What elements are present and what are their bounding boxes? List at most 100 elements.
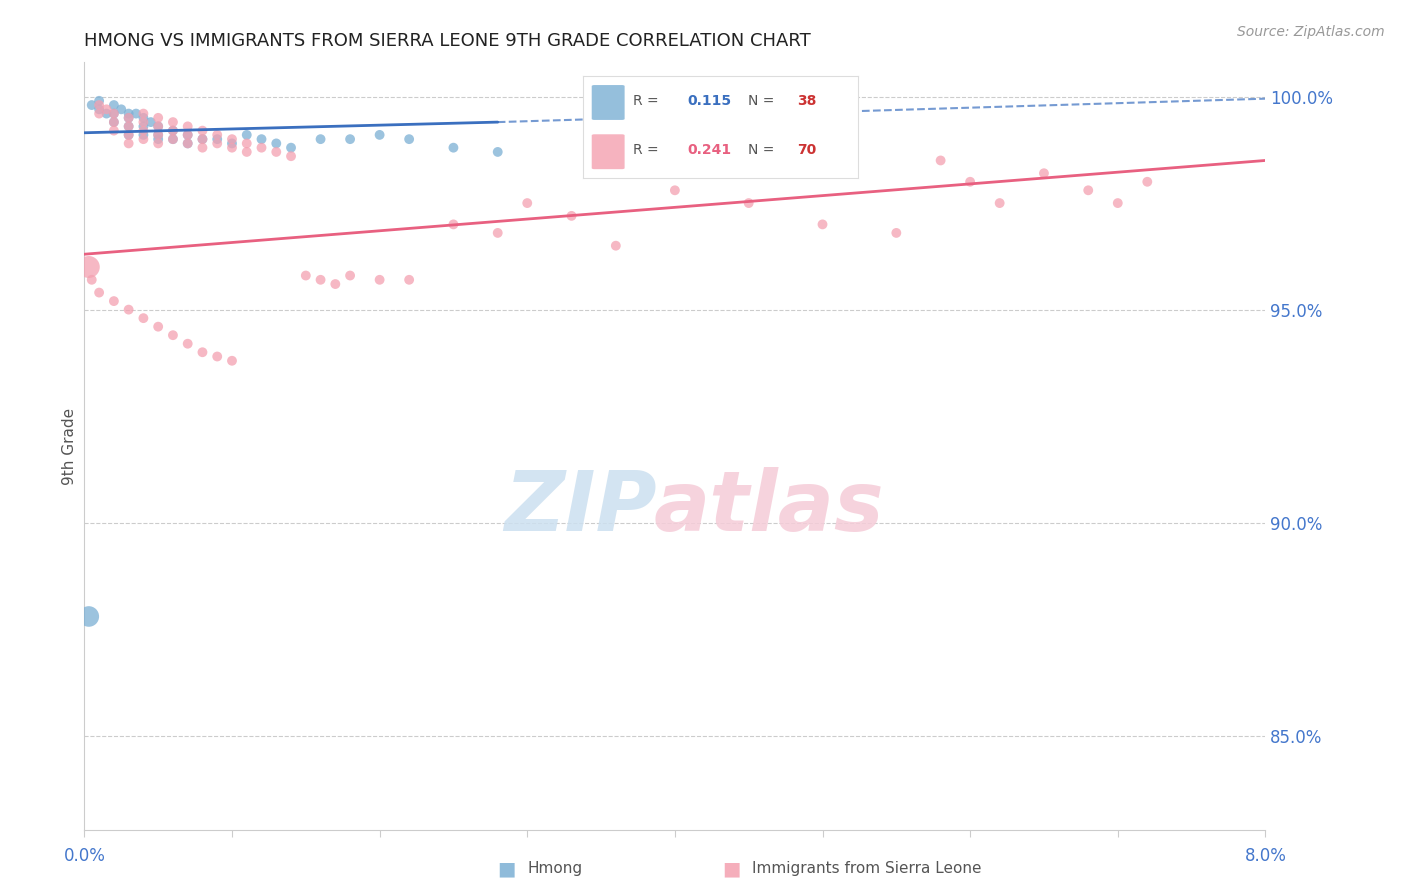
Point — [309, 132, 332, 146]
Point — [148, 128, 170, 142]
Point — [103, 106, 125, 120]
Point — [177, 128, 200, 142]
Point — [80, 98, 103, 112]
Point — [132, 106, 155, 120]
Point — [118, 302, 141, 317]
Point — [738, 196, 761, 211]
Text: 8.0%: 8.0% — [1244, 847, 1286, 864]
Point — [96, 103, 118, 117]
Point — [103, 106, 125, 120]
Point — [177, 120, 200, 134]
Text: ■: ■ — [721, 859, 741, 879]
Point — [339, 132, 361, 146]
Point — [162, 123, 184, 137]
Point — [148, 136, 170, 151]
Point — [207, 128, 229, 142]
Point — [80, 273, 103, 287]
Point — [516, 196, 538, 211]
Point — [96, 106, 118, 120]
Point — [87, 106, 111, 120]
Point — [103, 115, 125, 129]
Point — [118, 111, 141, 125]
Point — [125, 106, 148, 120]
Point — [103, 294, 125, 309]
Point — [162, 115, 184, 129]
Point — [988, 196, 1011, 211]
Text: 38: 38 — [797, 95, 817, 109]
Point — [139, 115, 162, 129]
Point — [235, 128, 259, 142]
Point — [221, 132, 243, 146]
Point — [605, 238, 627, 252]
Point — [959, 175, 981, 189]
Point — [87, 103, 111, 117]
Text: R =: R = — [633, 143, 662, 157]
Point — [1077, 183, 1099, 197]
Point — [221, 136, 243, 151]
Point — [295, 268, 318, 283]
Point — [325, 277, 347, 291]
Point — [132, 123, 155, 137]
Text: N =: N = — [748, 95, 779, 109]
Point — [77, 609, 100, 624]
Point — [118, 128, 141, 142]
Point — [162, 132, 184, 146]
Point — [929, 153, 952, 168]
Point — [191, 141, 214, 155]
Point — [664, 183, 686, 197]
Point — [148, 128, 170, 142]
Point — [368, 128, 391, 142]
Point — [177, 336, 200, 351]
Text: R =: R = — [633, 95, 662, 109]
Point — [103, 98, 125, 112]
Text: 0.241: 0.241 — [688, 143, 731, 157]
Point — [486, 226, 509, 240]
Point — [1107, 196, 1129, 211]
Point — [148, 120, 170, 134]
Text: Source: ZipAtlas.com: Source: ZipAtlas.com — [1237, 25, 1385, 39]
Point — [118, 120, 141, 134]
Point — [162, 123, 184, 137]
FancyBboxPatch shape — [592, 85, 624, 120]
Point — [1033, 166, 1056, 180]
Point — [398, 273, 420, 287]
FancyBboxPatch shape — [592, 135, 624, 169]
Point — [177, 136, 200, 151]
Point — [280, 149, 302, 163]
Point — [118, 128, 141, 142]
Point — [280, 141, 302, 155]
Point — [235, 145, 259, 159]
Point — [561, 209, 583, 223]
Point — [235, 136, 259, 151]
Point — [118, 120, 141, 134]
Text: Immigrants from Sierra Leone: Immigrants from Sierra Leone — [752, 862, 981, 876]
Text: ZIP: ZIP — [505, 467, 657, 548]
Point — [87, 94, 111, 108]
Point — [207, 350, 229, 364]
Point — [811, 218, 834, 232]
Point — [132, 311, 155, 326]
Point — [443, 141, 465, 155]
Point — [118, 106, 141, 120]
Point — [339, 268, 361, 283]
Point — [250, 132, 273, 146]
Point — [118, 111, 141, 125]
Point — [1136, 175, 1159, 189]
Point — [886, 226, 908, 240]
Point — [250, 141, 273, 155]
Point — [103, 123, 125, 137]
Point — [368, 273, 391, 287]
Text: HMONG VS IMMIGRANTS FROM SIERRA LEONE 9TH GRADE CORRELATION CHART: HMONG VS IMMIGRANTS FROM SIERRA LEONE 9T… — [84, 32, 811, 50]
Point — [177, 136, 200, 151]
Point — [118, 136, 141, 151]
Point — [221, 141, 243, 155]
Point — [207, 132, 229, 146]
Text: N =: N = — [748, 143, 779, 157]
Text: 0.115: 0.115 — [688, 95, 731, 109]
Point — [87, 98, 111, 112]
Point — [207, 136, 229, 151]
Point — [132, 128, 155, 142]
Text: 0.0%: 0.0% — [63, 847, 105, 864]
Point — [162, 132, 184, 146]
Point — [148, 120, 170, 134]
